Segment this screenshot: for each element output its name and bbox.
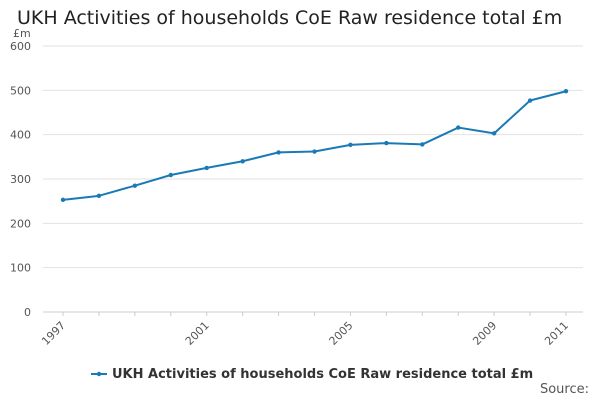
y-tick-label: 400 (10, 129, 31, 142)
data-point[interactable] (132, 183, 138, 188)
data-point[interactable] (276, 150, 281, 155)
data-point[interactable] (491, 131, 497, 136)
legend-dot-marker (96, 371, 102, 377)
series-line (62, 90, 567, 201)
x-tick-label: 1997 (39, 319, 68, 348)
x-tick-label: 2011 (542, 319, 571, 348)
grid-lines (43, 45, 583, 313)
x-tick-label: 2009 (470, 319, 499, 348)
data-point[interactable] (96, 193, 102, 199)
x-tick-label: 2001 (183, 319, 212, 348)
legend-label: UKH Activities of households CoE Raw res… (112, 367, 533, 382)
data-point[interactable] (312, 149, 317, 154)
data-point[interactable] (420, 142, 425, 147)
data-point[interactable] (527, 98, 533, 103)
data-point[interactable] (168, 172, 173, 178)
y-tick-label: 300 (10, 173, 31, 186)
data-point[interactable] (384, 140, 389, 146)
data-point[interactable] (456, 125, 461, 130)
y-tick-label: 600 (10, 40, 31, 53)
chart-title: UKH Activities of households CoE Raw res… (17, 7, 563, 29)
source-label: Source: (540, 382, 589, 397)
y-axis-unit-label: £m (13, 27, 31, 40)
data-point[interactable] (240, 159, 245, 164)
x-tick-label: 2005 (327, 319, 356, 348)
data-point[interactable] (563, 89, 569, 94)
data-point[interactable] (204, 165, 209, 171)
y-tick-label: 200 (10, 217, 31, 230)
legend[interactable]: UKH Activities of households CoE Raw res… (91, 367, 533, 382)
y-tick-label: 500 (10, 84, 31, 97)
data-point[interactable] (60, 197, 66, 203)
y-tick-label: 0 (24, 306, 31, 319)
x-axis: 1997 2001 2005 2009 2011 (39, 312, 571, 348)
y-tick-label: 100 (10, 262, 31, 275)
series-group (60, 89, 569, 203)
y-axis: 0 100 200 300 400 500 600 (10, 40, 31, 319)
data-point[interactable] (348, 142, 353, 148)
